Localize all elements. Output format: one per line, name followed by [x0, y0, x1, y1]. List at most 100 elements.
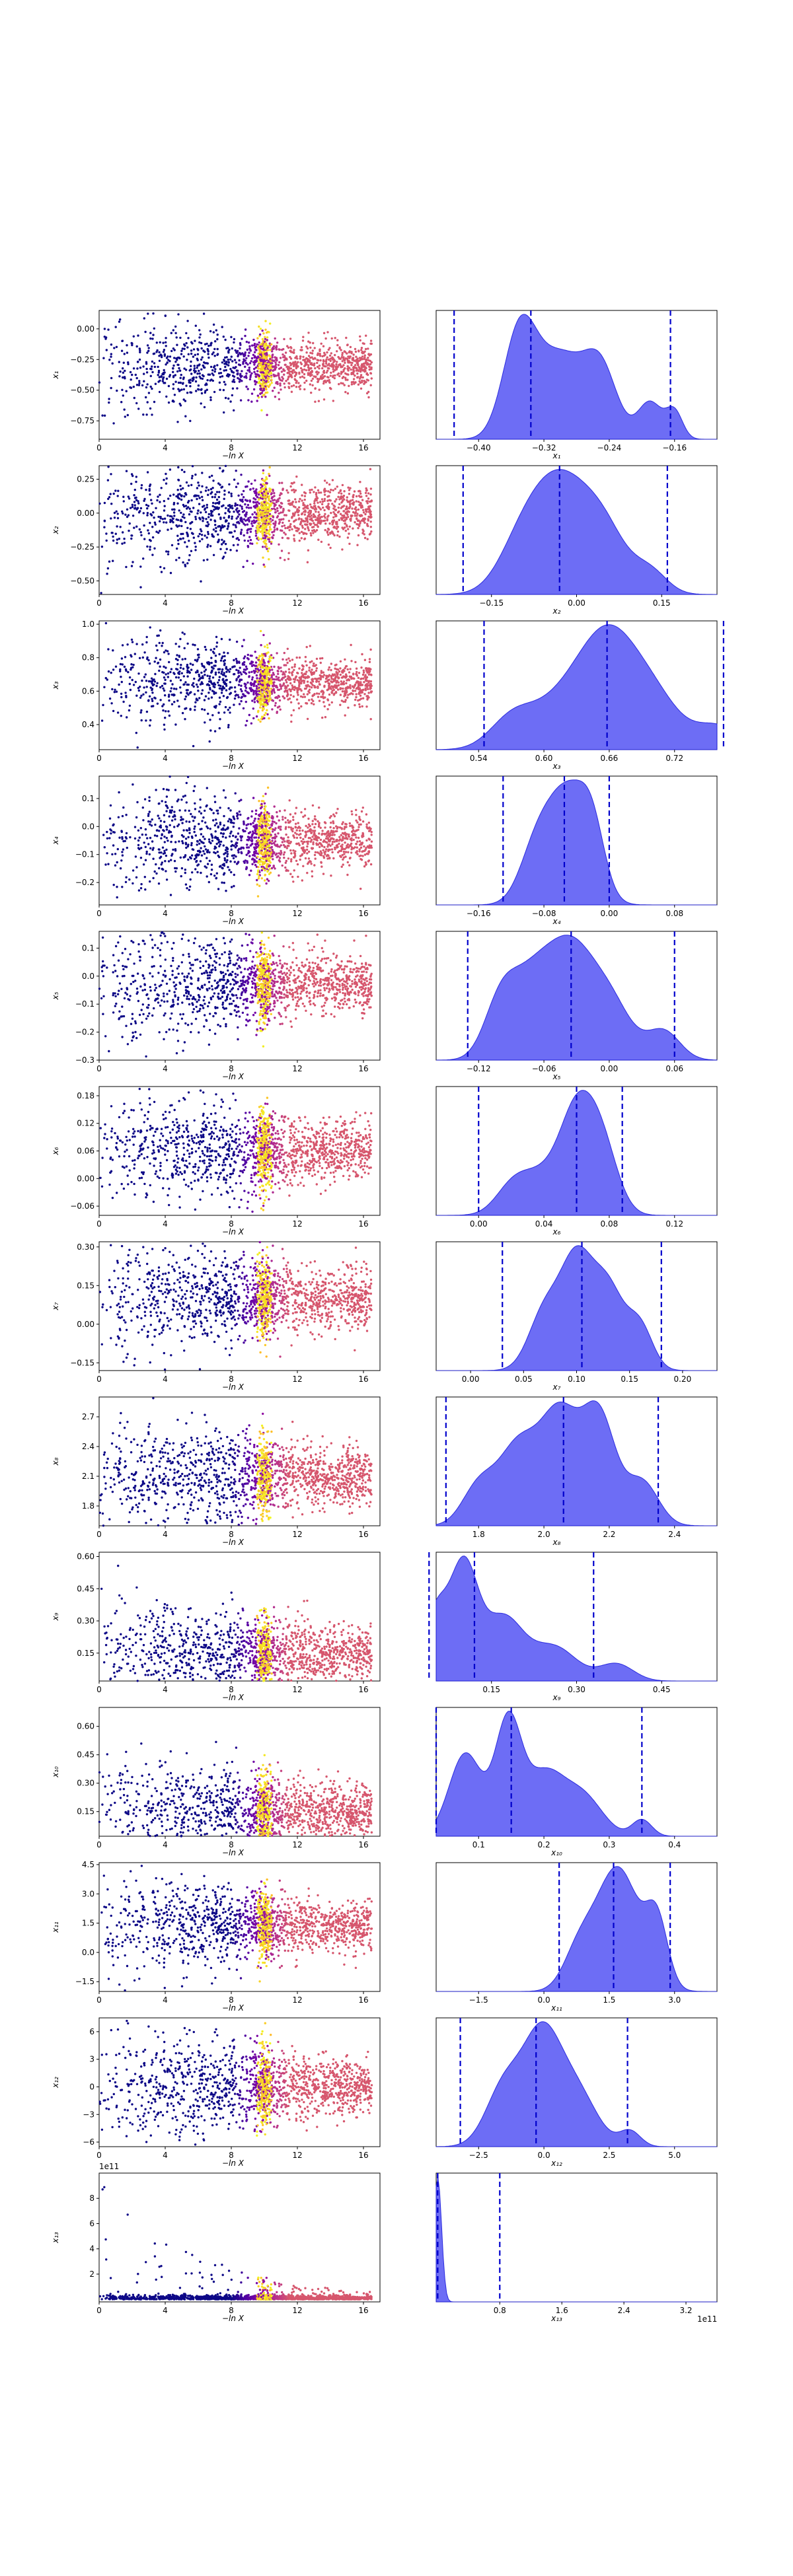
scatter-point — [321, 716, 324, 719]
scatter-point — [175, 559, 178, 561]
scatter-point — [252, 684, 255, 688]
scatter-point — [331, 363, 334, 366]
scatter-point — [135, 731, 137, 734]
scatter-point — [113, 347, 116, 349]
scatter-point — [111, 688, 114, 691]
scatter-point — [258, 522, 260, 524]
scatter-point — [244, 524, 246, 526]
scatter-point — [202, 559, 206, 561]
scatter-point — [105, 532, 108, 535]
scatter-point — [324, 337, 327, 340]
scatter-point — [264, 338, 267, 340]
scatter-point — [284, 670, 287, 673]
scatter-point — [268, 513, 272, 515]
scatter-point — [241, 493, 243, 496]
scatter-point — [339, 673, 342, 676]
x-tick-label: 4 — [163, 754, 168, 763]
scatter-point — [180, 353, 183, 355]
scatter-point — [237, 511, 239, 514]
scatter-point — [188, 885, 192, 888]
scatter-point — [323, 497, 326, 501]
scatter-point — [236, 349, 239, 353]
scatter-point — [218, 676, 221, 678]
scatter-point — [266, 501, 268, 504]
scatter-point — [143, 686, 145, 689]
scatter-point — [249, 662, 252, 665]
scatter-point — [221, 375, 224, 378]
scatter-point — [220, 526, 223, 529]
scatter-point — [301, 672, 303, 674]
scatter-point — [225, 363, 228, 366]
scatter-point — [186, 887, 188, 890]
scatter-point — [355, 681, 358, 684]
scatter-point — [235, 470, 237, 472]
scatter-point — [224, 464, 227, 468]
scatter-point — [234, 349, 237, 352]
scatter-point — [217, 502, 220, 505]
scatter-point — [274, 511, 277, 514]
scatter-point — [209, 365, 213, 369]
scatter-point — [350, 364, 353, 367]
scatter-point — [202, 520, 204, 522]
scatter-point — [228, 835, 231, 838]
scatter-point — [330, 371, 332, 374]
scatter-point — [208, 698, 210, 700]
scatter-point — [139, 711, 142, 714]
scatter-point — [357, 383, 360, 386]
scatter-point — [321, 657, 324, 660]
scatter-point — [253, 701, 256, 703]
scatter-point — [190, 365, 192, 367]
scatter-point — [270, 378, 273, 381]
scatter-point — [268, 674, 272, 677]
scatter-point — [168, 694, 170, 696]
scatter-point — [283, 369, 286, 372]
scatter-point — [310, 522, 313, 525]
scatter-point — [297, 514, 300, 517]
scatter-point — [243, 661, 246, 664]
scatter-point — [361, 380, 363, 384]
scatter-point — [130, 663, 133, 666]
scatter-point — [131, 503, 134, 506]
scatter-point — [266, 680, 269, 683]
x-tick-label: 12 — [292, 598, 302, 608]
scatter-point — [315, 495, 318, 498]
scatter-point — [346, 357, 349, 360]
scatter-point — [255, 492, 258, 495]
scatter-point — [248, 675, 250, 678]
scatter-point — [313, 515, 316, 517]
scatter-point — [283, 697, 285, 699]
scatter-point — [126, 846, 128, 849]
scatter-point — [227, 361, 230, 364]
scatter-point — [229, 549, 232, 552]
scatter-point — [315, 508, 318, 511]
scatter-point — [127, 670, 130, 674]
scatter-point — [326, 351, 328, 354]
scatter-point — [237, 376, 239, 380]
scatter-point — [164, 314, 167, 317]
scatter-point — [307, 340, 310, 343]
scatter-point — [174, 658, 178, 661]
scatter-point — [328, 666, 330, 669]
scatter-point — [112, 535, 114, 538]
scatter-point — [206, 503, 208, 507]
scatter-point — [281, 525, 283, 528]
scatter-point — [266, 353, 268, 356]
scatter-point — [141, 384, 144, 387]
scatter-point — [138, 382, 141, 384]
scatter-point — [186, 642, 189, 645]
scatter-point — [135, 694, 138, 697]
scatter-point — [252, 717, 255, 720]
scatter-point — [128, 676, 132, 679]
scatter-point — [231, 347, 233, 350]
scatter-point — [321, 515, 323, 519]
scatter-point — [199, 333, 202, 336]
scatter-point — [182, 561, 184, 564]
scatter-point — [352, 527, 354, 530]
scatter-point — [209, 396, 212, 399]
scatter-point — [327, 490, 330, 493]
scatter-point — [320, 690, 322, 693]
scatter-point — [262, 672, 265, 676]
scatter-point — [282, 518, 285, 520]
scatter-point — [227, 346, 229, 349]
scatter-point — [219, 467, 221, 470]
